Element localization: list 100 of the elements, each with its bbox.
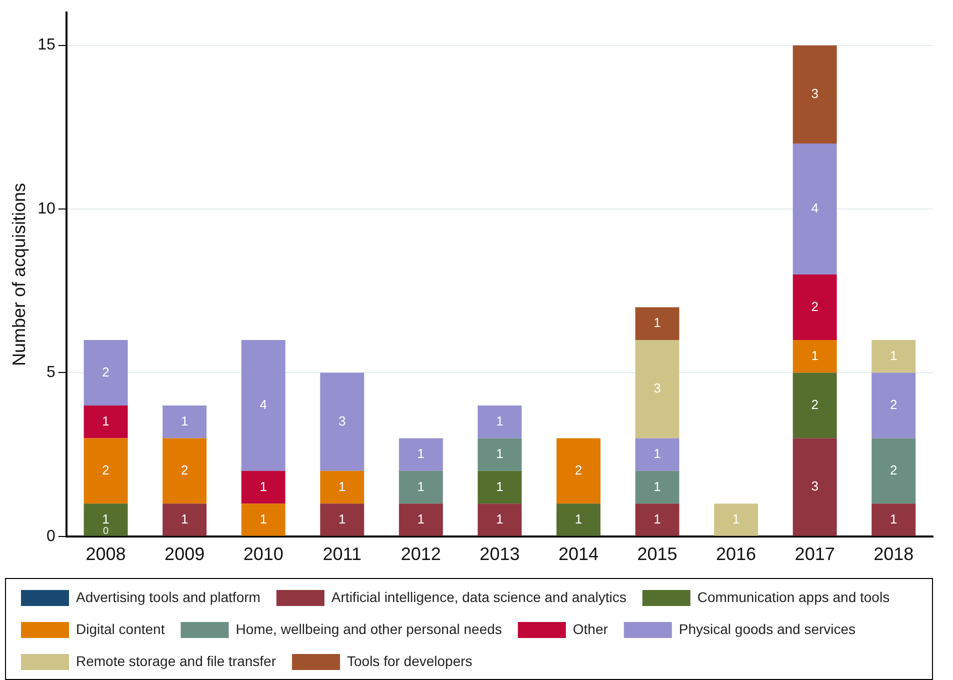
bar	[84, 438, 128, 504]
data-label: 1	[102, 511, 110, 526]
y-tick-label: 5	[46, 364, 56, 382]
bar	[872, 504, 916, 536]
data-label: 3	[811, 478, 818, 494]
data-label: 1	[260, 511, 267, 526]
data-label: 2	[102, 364, 110, 380]
x-tick-label: 2008	[86, 544, 126, 564]
legend-label: Communication apps and tools	[697, 588, 890, 605]
bar	[635, 340, 680, 438]
data-label: 1	[732, 511, 740, 526]
legend-label: Physical goods and services	[678, 620, 856, 637]
bar	[241, 504, 286, 536]
data-label: 1	[417, 478, 425, 494]
data-label: 1	[654, 511, 661, 526]
bar	[792, 45, 837, 144]
data-label: 1	[417, 511, 425, 526]
data-label: 1	[654, 315, 661, 330]
data-label: 1	[260, 478, 267, 494]
bar	[714, 504, 758, 536]
x-tick-label: 2012	[400, 544, 441, 564]
data-label: 4	[260, 397, 267, 412]
legend-label: Home, wellbeing and other personal needs	[236, 620, 502, 637]
bar	[792, 274, 837, 340]
bar	[84, 405, 128, 438]
bar	[556, 504, 600, 536]
y-tick-label: 15	[38, 36, 56, 54]
x-tick-label: 2010	[243, 544, 284, 564]
data-label: 1	[496, 446, 504, 462]
data-label: 1	[180, 413, 188, 428]
data-label: 1	[574, 511, 582, 526]
data-label: 2	[811, 298, 818, 314]
bar	[872, 372, 916, 438]
legend-label: Tools for developers	[346, 652, 472, 669]
data-label: 1	[496, 413, 504, 428]
data-label: 1	[417, 446, 425, 462]
bar	[635, 438, 680, 471]
legend-label: Digital content	[76, 620, 165, 637]
y-axis-title: Number of acquisitions	[8, 182, 29, 366]
data-label: 1	[811, 348, 818, 363]
bar	[320, 372, 364, 471]
bar	[478, 405, 522, 438]
x-tick-label: 2013	[480, 544, 520, 564]
data-label: 2	[180, 462, 188, 478]
bar	[635, 470, 680, 504]
bar	[792, 144, 837, 274]
data-label: 2	[890, 462, 898, 478]
data-label: 1	[180, 511, 188, 526]
data-label: 3	[811, 86, 818, 102]
bar	[398, 470, 443, 504]
bar	[872, 340, 916, 373]
bar	[792, 340, 837, 373]
data-label: 1	[338, 511, 346, 526]
y-tick-label: 0	[46, 528, 56, 545]
legend-label: Artificial intelligence, data science and analytics	[331, 588, 626, 605]
bar	[478, 504, 522, 536]
bar	[398, 504, 443, 536]
x-tick-label: 2016	[716, 544, 756, 564]
bar	[478, 438, 522, 471]
bar	[792, 438, 837, 536]
bar	[872, 438, 916, 504]
bar	[792, 372, 837, 438]
legend-label: Remote storage and file transfer	[76, 652, 276, 669]
legend-label: Advertising tools and platform	[76, 588, 260, 605]
data-label: 3	[338, 413, 346, 428]
x-tick-label: 2009	[164, 544, 205, 564]
data-label: 1	[654, 446, 661, 462]
bar	[635, 307, 680, 340]
x-tick-label: 2014	[558, 544, 599, 564]
bar	[162, 504, 207, 536]
x-tick-label: 2017	[794, 544, 835, 564]
data-label: 1	[102, 413, 110, 428]
y-tick-label: 10	[38, 200, 56, 218]
x-tick-label: 2015	[637, 544, 678, 564]
legend-label: Other	[572, 620, 608, 637]
bar	[556, 438, 600, 504]
x-tick-label: 2011	[322, 544, 362, 564]
bar	[320, 470, 364, 504]
bar	[478, 470, 522, 504]
bar	[320, 504, 364, 536]
data-label: 2	[574, 462, 582, 478]
bar	[635, 504, 680, 536]
data-label: 2	[890, 397, 898, 412]
bar	[162, 405, 207, 438]
bar	[84, 504, 128, 536]
bar	[241, 340, 286, 471]
data-label: 3	[654, 380, 661, 396]
data-label: 1	[338, 478, 346, 494]
data-label: 1	[496, 478, 504, 494]
annotation: 0	[103, 526, 110, 538]
bar	[162, 438, 207, 504]
data-label: 4	[811, 200, 818, 216]
data-label: 1	[654, 478, 661, 494]
bar	[84, 340, 128, 406]
data-label: 2	[102, 462, 110, 478]
bar	[241, 470, 286, 504]
data-label: 2	[811, 397, 818, 412]
x-tick-label: 2018	[874, 544, 914, 564]
data-label: 1	[890, 511, 898, 526]
data-label: 1	[496, 511, 504, 526]
